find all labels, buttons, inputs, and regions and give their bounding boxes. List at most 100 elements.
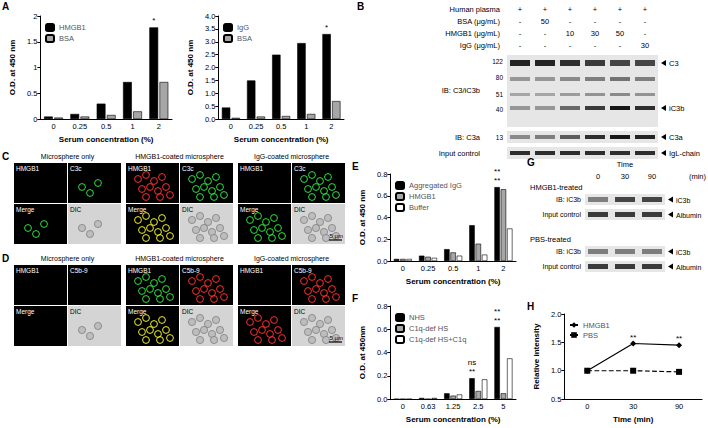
svg-text:1.5: 1.5 (205, 76, 215, 85)
svg-text:0: 0 (229, 122, 233, 131)
svg-text:D: D (2, 253, 9, 264)
svg-text:C3c: C3c (182, 165, 194, 172)
svg-text:O.D. at 450 nm: O.D. at 450 nm (358, 190, 367, 246)
svg-text:2.0: 2.0 (551, 310, 561, 319)
svg-text:**: ** (676, 334, 682, 343)
svg-text:-: - (519, 29, 522, 38)
svg-text:Merge: Merge (128, 308, 147, 316)
svg-text:-: - (519, 41, 522, 50)
svg-text:**: ** (494, 167, 500, 176)
svg-text:IgL-chain: IgL-chain (669, 149, 700, 158)
svg-text:Input control: Input control (542, 263, 581, 271)
svg-text:Albumin: Albumin (676, 212, 701, 219)
svg-text:0.0: 0.0 (377, 395, 387, 404)
svg-text:0.5: 0.5 (551, 395, 561, 404)
svg-text:-: - (519, 17, 522, 26)
svg-text:NHS: NHS (409, 313, 425, 322)
svg-text:+: + (543, 5, 548, 14)
svg-text:ns: ns (468, 358, 476, 367)
svg-text:1: 1 (476, 264, 480, 273)
svg-text:Merge: Merge (16, 308, 35, 316)
svg-text:0.6: 0.6 (377, 191, 387, 200)
svg-text:HMGB1-coated microsphere: HMGB1-coated microsphere (135, 255, 224, 263)
svg-text:HMGB1-treated: HMGB1-treated (530, 183, 583, 192)
svg-text:HMGB1: HMGB1 (128, 165, 152, 172)
svg-text:+: + (643, 5, 648, 14)
svg-text:HMGB1-coated microsphere: HMGB1-coated microsphere (135, 153, 224, 161)
svg-text:Merge: Merge (128, 206, 147, 214)
svg-text:C3c: C3c (294, 165, 306, 172)
svg-text:2: 2 (329, 122, 333, 131)
svg-text:1.0: 1.0 (205, 89, 215, 98)
svg-text:DIC: DIC (182, 206, 194, 213)
svg-text:C: C (2, 151, 9, 162)
svg-text:2.0: 2.0 (205, 63, 215, 72)
svg-text:1.5: 1.5 (551, 338, 561, 347)
svg-text:0.4: 0.4 (377, 213, 387, 222)
svg-text:30: 30 (629, 402, 637, 411)
svg-text:0.8: 0.8 (377, 170, 387, 179)
svg-text:1: 1 (304, 122, 308, 131)
svg-text:Merge: Merge (240, 308, 259, 316)
svg-text:Merge: Merge (240, 206, 259, 214)
svg-text:IgG-coated microsphere: IgG-coated microsphere (254, 153, 329, 161)
svg-text:Albumin: Albumin (676, 264, 701, 271)
svg-text:0: 0 (585, 402, 589, 411)
svg-text:51: 51 (496, 91, 504, 98)
svg-text:0.5: 0.5 (27, 89, 37, 98)
svg-text:DIC: DIC (182, 308, 194, 315)
svg-text:0.2: 0.2 (377, 371, 387, 380)
svg-text:**: ** (630, 333, 636, 342)
svg-text:0.2: 0.2 (377, 235, 387, 244)
svg-text:iC3b: iC3b (676, 197, 691, 204)
svg-text:Aggregated IgG: Aggregated IgG (409, 181, 462, 190)
svg-text:-: - (619, 17, 622, 26)
svg-text:5 μm: 5 μm (330, 335, 343, 341)
svg-text:*: * (152, 16, 155, 25)
svg-text:C3a: C3a (669, 133, 684, 142)
svg-text:IgG (μg/mL): IgG (μg/mL) (460, 41, 501, 50)
svg-text:O.D. at 450 nm: O.D. at 450 nm (8, 40, 17, 96)
svg-text:2.5: 2.5 (473, 402, 483, 411)
svg-text:0.5: 0.5 (101, 122, 111, 131)
svg-text:4.0: 4.0 (205, 12, 215, 21)
svg-text:2: 2 (157, 122, 161, 131)
svg-text:C1q-def HS+C1q: C1q-def HS+C1q (409, 335, 466, 344)
svg-text:+: + (568, 5, 573, 14)
svg-text:IB: iC3b: IB: iC3b (556, 248, 581, 255)
svg-text:0.5: 0.5 (276, 122, 286, 131)
svg-text:0: 0 (401, 402, 405, 411)
svg-text:G: G (527, 157, 535, 168)
svg-text:C5b-9: C5b-9 (70, 267, 88, 274)
svg-text:H: H (527, 301, 534, 312)
svg-text:E: E (352, 161, 359, 172)
svg-text:Serum concentration (%): Serum concentration (%) (234, 135, 329, 144)
svg-text:Serum concentration (%): Serum concentration (%) (59, 135, 154, 144)
svg-text:C5b-9: C5b-9 (182, 267, 200, 274)
svg-text:C1q-def HS: C1q-def HS (409, 324, 448, 333)
svg-text:+: + (593, 5, 598, 14)
svg-text:Input control: Input control (542, 211, 581, 219)
svg-text:HMGB1: HMGB1 (59, 23, 86, 32)
svg-text:DIC: DIC (294, 308, 306, 315)
svg-text:PBS: PBS (583, 331, 598, 340)
svg-text:**: ** (494, 176, 500, 185)
svg-text:Microsphere only: Microsphere only (41, 255, 95, 263)
svg-text:0.63: 0.63 (421, 402, 436, 411)
svg-text:30: 30 (621, 172, 629, 181)
svg-text:10: 10 (566, 29, 574, 38)
svg-text:IgG: IgG (237, 23, 249, 32)
svg-text:BSA (μg/mL): BSA (μg/mL) (457, 17, 500, 26)
svg-text:2: 2 (501, 264, 505, 273)
svg-text:13: 13 (496, 134, 504, 141)
svg-text:30: 30 (591, 29, 599, 38)
svg-text:Input control: Input control (439, 149, 481, 158)
svg-text:**: ** (494, 316, 500, 325)
svg-text:+: + (618, 5, 623, 14)
svg-text:0.0: 0.0 (377, 257, 387, 266)
svg-text:C5b-9: C5b-9 (294, 267, 312, 274)
svg-text:-: - (619, 41, 622, 50)
svg-text:40: 40 (496, 106, 504, 113)
svg-text:Buffer: Buffer (409, 203, 429, 212)
svg-text:O.D. at 450 nm: O.D. at 450 nm (186, 40, 195, 96)
